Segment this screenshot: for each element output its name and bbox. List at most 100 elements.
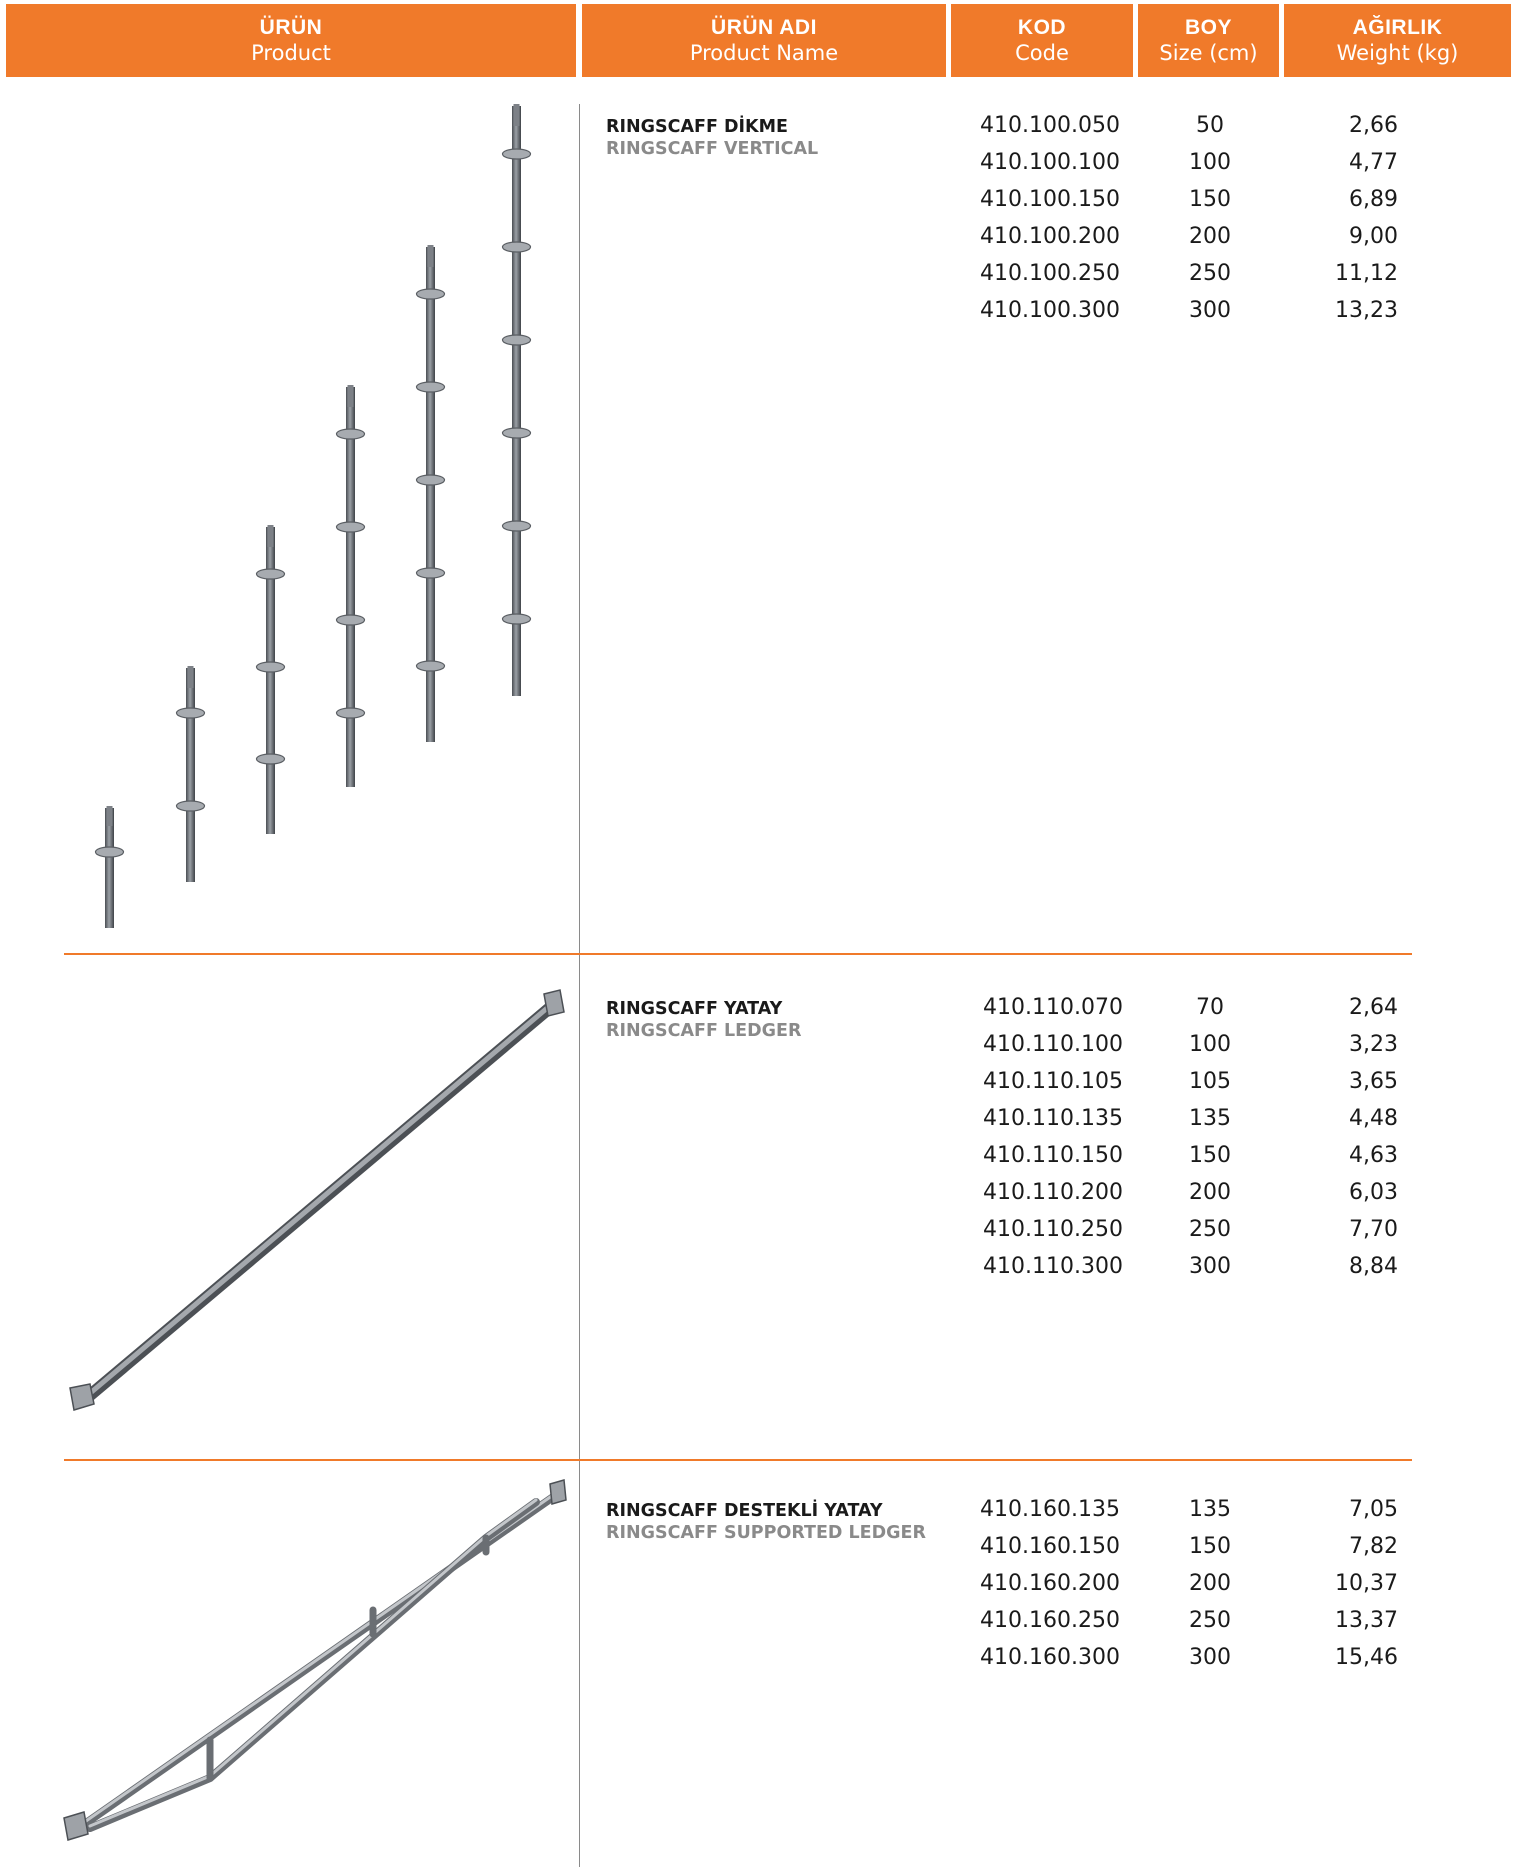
code-cell: 410.100.250 <box>980 261 1120 286</box>
product-name-tr: RINGSCAFF DİKME <box>606 117 788 137</box>
table-row: 410.160.250 250 13,37 <box>0 1608 1518 1645</box>
table-row: 410.160.300 300 15,46 <box>0 1645 1518 1682</box>
rows-vertical: 410.100.050 50 2,66 410.100.100 100 4,77 410… <box>0 113 1518 335</box>
size-cell: 200 <box>1189 1571 1231 1596</box>
product-name-vertical: RINGSCAFF DİKME RINGSCAFF VERTICAL <box>606 116 818 160</box>
size-cell: 105 <box>1189 1069 1231 1094</box>
size-cell: 300 <box>1189 1254 1231 1279</box>
weight-cell: 6,89 <box>1349 187 1398 212</box>
header-product-name-en: Product Name <box>689 41 839 65</box>
header-product-en: Product <box>251 41 331 65</box>
section-divider-1 <box>64 953 1412 955</box>
code-cell: 410.100.150 <box>980 187 1120 212</box>
size-cell: 250 <box>1189 261 1231 286</box>
size-cell: 150 <box>1189 1534 1231 1559</box>
weight-cell: 4,48 <box>1349 1106 1398 1131</box>
code-cell: 410.160.250 <box>980 1608 1120 1633</box>
table-row: 410.100.050 50 2,66 <box>0 113 1518 150</box>
weight-cell: 4,77 <box>1349 150 1398 175</box>
code-cell: 410.100.300 <box>980 298 1120 323</box>
weight-cell: 9,00 <box>1349 224 1398 249</box>
table-row: 410.100.300 300 13,23 <box>0 298 1518 335</box>
size-cell: 300 <box>1189 298 1231 323</box>
header-weight-tr: AĞIRLIK <box>1352 16 1443 39</box>
table-row: 410.100.200 200 9,00 <box>0 224 1518 261</box>
size-cell: 135 <box>1189 1106 1231 1131</box>
size-cell: 200 <box>1189 224 1231 249</box>
weight-cell: 3,65 <box>1349 1069 1398 1094</box>
code-cell: 410.160.300 <box>980 1645 1120 1670</box>
table-row: 410.110.250 250 7,70 <box>0 1217 1518 1254</box>
header-product-name: ÜRÜN ADI Product Name <box>582 4 946 77</box>
table-row: 410.110.300 300 8,84 <box>0 1254 1518 1291</box>
rows-ledger: 410.110.070 70 2,64 410.110.100 100 3,23 410… <box>0 995 1518 1291</box>
header-weight: AĞIRLIK Weight (kg) <box>1284 4 1511 77</box>
column-divider <box>579 104 580 1867</box>
header-product-tr: ÜRÜN <box>259 16 323 39</box>
section-divider-2 <box>64 1459 1412 1461</box>
code-cell: 410.110.135 <box>983 1106 1123 1131</box>
weight-cell: 15,46 <box>1335 1645 1398 1670</box>
product-name-ledger: RINGSCAFF YATAY RINGSCAFF LEDGER <box>606 998 801 1042</box>
weight-cell: 2,64 <box>1349 995 1398 1020</box>
header-weight-en: Weight (kg) <box>1336 41 1459 65</box>
product-name-tr: RINGSCAFF YATAY <box>606 999 783 1019</box>
table-row: 410.160.135 135 7,05 <box>0 1497 1518 1534</box>
header-code-tr: KOD <box>1017 16 1067 39</box>
product-name-supported-ledger: RINGSCAFF DESTEKLİ YATAY RINGSCAFF SUPPO… <box>606 1500 926 1544</box>
size-cell: 150 <box>1189 1143 1231 1168</box>
product-name-en: RINGSCAFF LEDGER <box>606 1021 802 1041</box>
weight-cell: 6,03 <box>1349 1180 1398 1205</box>
weight-cell: 13,37 <box>1335 1608 1398 1633</box>
code-cell: 410.110.200 <box>983 1180 1123 1205</box>
header-size-tr: BOY <box>1184 16 1232 39</box>
size-cell: 135 <box>1189 1497 1231 1522</box>
size-cell: 70 <box>1196 995 1224 1020</box>
product-name-en: RINGSCAFF SUPPORTED LEDGER <box>606 1523 926 1543</box>
code-cell: 410.110.105 <box>983 1069 1123 1094</box>
code-cell: 410.100.100 <box>980 150 1120 175</box>
code-cell: 410.110.300 <box>983 1254 1123 1279</box>
header-code: KOD Code <box>951 4 1133 77</box>
code-cell: 410.160.135 <box>980 1497 1120 1522</box>
code-cell: 410.110.070 <box>983 995 1123 1020</box>
code-cell: 410.100.050 <box>980 113 1120 138</box>
size-cell: 200 <box>1189 1180 1231 1205</box>
code-cell: 410.100.200 <box>980 224 1120 249</box>
size-cell: 100 <box>1189 1032 1231 1057</box>
size-cell: 300 <box>1189 1645 1231 1670</box>
table-row: 410.100.250 250 11,12 <box>0 261 1518 298</box>
size-cell: 150 <box>1189 187 1231 212</box>
weight-cell: 10,37 <box>1335 1571 1398 1596</box>
size-cell: 100 <box>1189 150 1231 175</box>
table-row: 410.110.070 70 2,64 <box>0 995 1518 1032</box>
header-product: ÜRÜN Product <box>6 4 576 77</box>
code-cell: 410.110.100 <box>983 1032 1123 1057</box>
weight-cell: 2,66 <box>1349 113 1398 138</box>
weight-cell: 7,05 <box>1349 1497 1398 1522</box>
weight-cell: 7,70 <box>1349 1217 1398 1242</box>
size-cell: 250 <box>1189 1217 1231 1242</box>
table-row: 410.110.135 135 4,48 <box>0 1106 1518 1143</box>
product-name-en: RINGSCAFF VERTICAL <box>606 139 819 159</box>
size-cell: 50 <box>1196 113 1224 138</box>
table-row: 410.160.200 200 10,37 <box>0 1571 1518 1608</box>
table-row: 410.110.100 100 3,23 <box>0 1032 1518 1069</box>
weight-cell: 4,63 <box>1349 1143 1398 1168</box>
table-row: 410.110.200 200 6,03 <box>0 1180 1518 1217</box>
weight-cell: 7,82 <box>1349 1534 1398 1559</box>
code-cell: 410.160.200 <box>980 1571 1120 1596</box>
table-row: 410.100.100 100 4,77 <box>0 150 1518 187</box>
ledger-icon <box>69 989 565 1411</box>
code-cell: 410.110.150 <box>983 1143 1123 1168</box>
product-name-tr: RINGSCAFF DESTEKLİ YATAY <box>606 1501 883 1521</box>
supported-ledger-icon <box>63 1479 567 1841</box>
header-size: BOY Size (cm) <box>1138 4 1279 77</box>
header-size-en: Size (cm) <box>1159 41 1258 65</box>
weight-cell: 8,84 <box>1349 1254 1398 1279</box>
weight-cell: 13,23 <box>1335 298 1398 323</box>
size-cell: 250 <box>1189 1608 1231 1633</box>
table-row: 410.110.105 105 3,65 <box>0 1069 1518 1106</box>
header-product-name-tr: ÜRÜN ADI <box>711 16 817 39</box>
